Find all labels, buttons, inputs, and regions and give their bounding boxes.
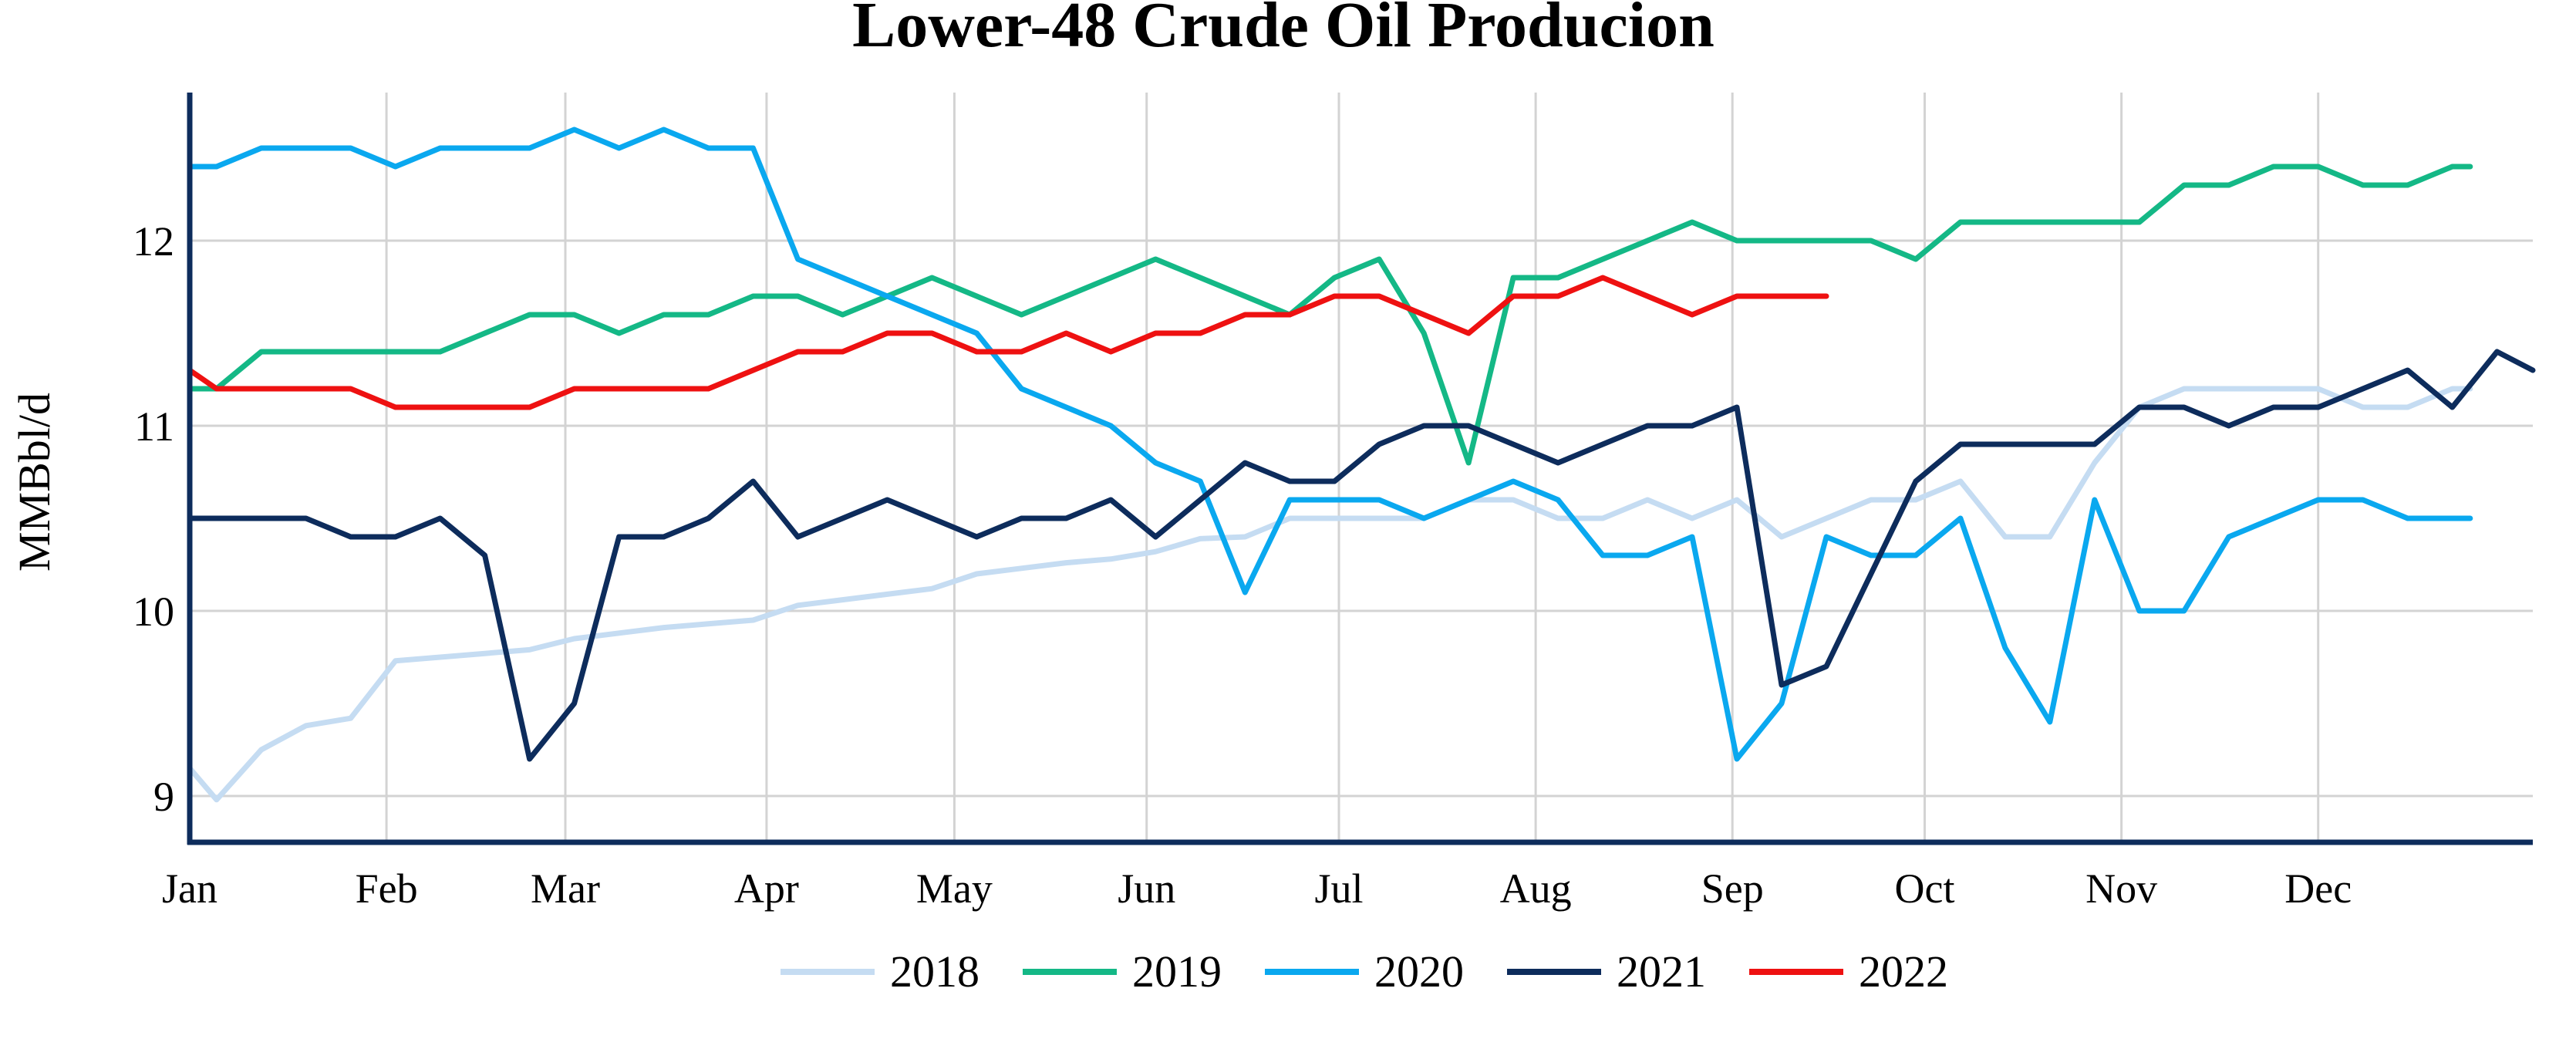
x-tick-label-may: May [916,865,993,912]
series-line-2020 [187,126,2473,762]
x-tick-label-apr: Apr [734,865,799,912]
legend-label-2018: 2018 [890,946,979,997]
legend-label-2020: 2020 [1374,946,1464,997]
y-axis-label: MMBbl/d [9,393,59,572]
axes [187,93,2533,845]
legend-item-2022[interactable]: 2022 [1749,946,1948,997]
legend-item-2020[interactable]: 2020 [1265,946,1464,997]
series-line-2018 [187,386,2473,803]
series-line-2019 [187,164,2473,466]
legend: 2018 2019 2020 2021 2022 [781,946,1948,997]
x-tick-label-oct: Oct [1895,865,1955,912]
x-tick-label-dec: Dec [2284,865,2352,912]
x-tick-label-jul: Jul [1314,865,1363,912]
x-tick-label-aug: Aug [1500,865,1572,912]
legend-item-2018[interactable]: 2018 [781,946,979,997]
series-lines [187,126,2536,803]
legend-label-2022: 2022 [1859,946,1948,997]
x-tick-label-feb: Feb [356,865,418,912]
x-tick-label-mar: Mar [531,865,600,912]
y-tick-label-11: 11 [134,403,174,450]
y-tick-label-9: 9 [153,774,174,820]
x-tick-label-nov: Nov [2085,865,2157,912]
legend-item-2019[interactable]: 2019 [1023,946,1222,997]
x-tick-label-jan: Jan [162,865,217,912]
y-tick-label-10: 10 [133,589,174,635]
grid-lines [188,93,2533,842]
tick-labels: Jan Feb Mar Apr May Jun Jul Aug Sep Oct Nov Dec 9 10 1… [133,218,2352,912]
chart-title: Lower-48 Crude Oil Producion [852,0,1715,61]
series-line-2022 [187,275,1829,410]
legend-item-2021[interactable]: 2021 [1507,946,1706,997]
series-line-2021 [187,349,2536,762]
legend-label-2019: 2019 [1132,946,1222,997]
legend-label-2021: 2021 [1617,946,1706,997]
x-tick-label-jun: Jun [1118,865,1175,912]
x-tick-label-sep: Sep [1701,865,1764,912]
y-tick-label-12: 12 [133,218,174,265]
